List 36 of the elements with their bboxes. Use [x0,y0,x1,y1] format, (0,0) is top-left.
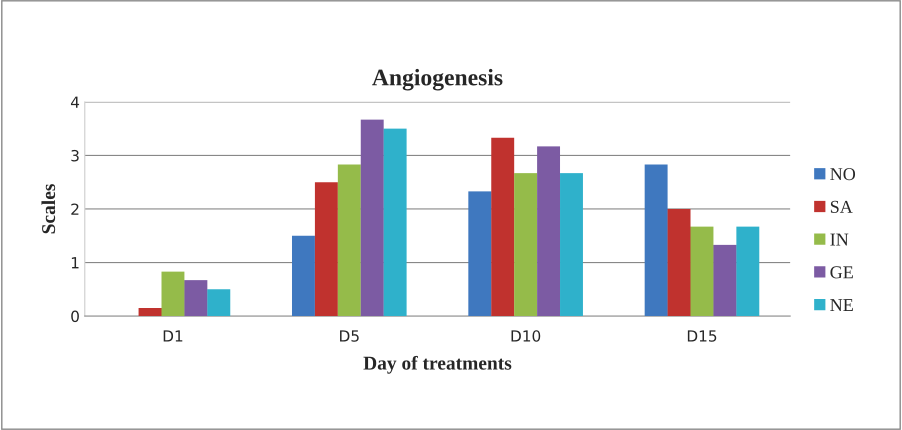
x-tick-label: D1 [164,330,182,342]
y-tick-label: 3 [71,150,79,162]
chart-title: Angiogenesis [372,68,502,90]
bar [713,244,736,316]
legend-label: IN [830,234,848,246]
x-tick-label: D10 [512,330,540,342]
bar [690,226,714,316]
bar [138,308,162,316]
bar [537,146,560,316]
bar [292,236,315,316]
y-axis-title: Scales [41,184,56,234]
bar [491,138,514,316]
bar [468,191,492,316]
legend-label: SA [830,200,853,213]
bar [360,120,384,316]
legend-label: GE [830,266,853,278]
x-axis-title: Day of treatments [363,356,512,374]
x-tick-label: D5 [340,330,359,342]
y-tick-label: 0 [71,310,79,322]
y-tick-label: 2 [71,203,78,215]
bar [314,182,338,316]
bar [338,164,361,316]
bar [514,173,538,316]
bar [644,164,668,316]
y-tick-label: 1 [72,257,79,268]
bar [560,173,583,316]
bar [668,208,691,316]
bar [384,128,407,316]
bar [184,280,208,316]
y-tick-label: 4 [70,96,80,108]
legend-label: NE [830,299,853,311]
legend-label: NO [830,168,856,180]
bar [736,226,760,316]
bar [161,272,184,316]
bar [207,289,230,316]
x-tick-label: D15 [688,330,716,342]
